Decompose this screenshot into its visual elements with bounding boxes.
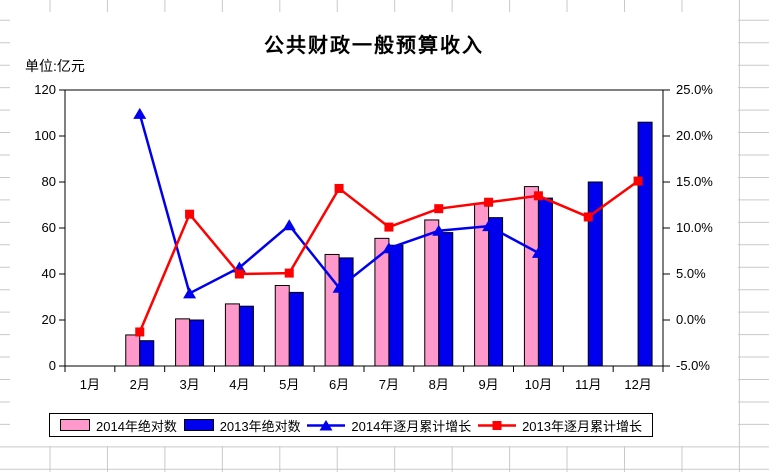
unit-label: 单位:亿元	[25, 58, 85, 74]
legend-item-1[interactable]: 2014年绝对数	[60, 416, 177, 435]
square-marker	[334, 183, 344, 193]
right-axis-tick-label: 5.0%	[676, 266, 706, 281]
x-axis-category-label: 4月	[229, 377, 250, 392]
bars-2013年绝对数	[139, 121, 653, 367]
chart-object[interactable]: 公共财政一般预算收入 单位:亿元 0 20 40 60 80 100 120 -5.0% 0.…	[10, 12, 738, 446]
square-marker	[484, 197, 494, 207]
square-marker	[583, 212, 593, 222]
right-axis-tick-label: -5.0%	[676, 358, 710, 373]
bar	[587, 181, 603, 367]
x-axis-category-label: 9月	[478, 377, 499, 392]
triangle-marker	[282, 219, 296, 231]
plot-frame	[64, 89, 664, 367]
chart-title: 公共财政一般预算收入	[264, 35, 484, 57]
bar	[189, 319, 205, 367]
square-marker	[633, 176, 643, 186]
bar	[175, 318, 191, 367]
left-axis-tick-label: 120	[34, 82, 56, 97]
left-axis-tick-label: 0	[48, 358, 56, 373]
left-axis-tick-label: 60	[41, 220, 56, 235]
bar	[438, 232, 454, 367]
legend-bar-swatch	[183, 419, 214, 431]
left-axis-tick-label: 40	[41, 266, 56, 281]
legend-label: 2014年绝对数	[96, 418, 177, 434]
bar	[274, 285, 290, 367]
triangle-marker	[183, 287, 197, 299]
line-2013年逐月累计增长	[135, 176, 643, 337]
triangle-marker	[531, 246, 545, 258]
legend-label: 2013年逐月累计增长	[522, 418, 642, 434]
square-marker	[234, 269, 244, 279]
legend-item-2[interactable]: 2013年绝对数	[183, 416, 301, 435]
right-axis-tick-label: 10.0%	[676, 220, 713, 235]
bar	[288, 291, 304, 367]
square-marker	[434, 204, 444, 214]
square-marker	[384, 222, 394, 232]
legend-bar-swatch	[60, 419, 90, 431]
bar	[224, 303, 240, 367]
bar	[488, 217, 504, 367]
plot-area	[59, 89, 670, 372]
axis-tick-marks	[59, 89, 670, 372]
right-axis-tick-label: 15.0%	[676, 174, 713, 189]
left-axis-tick-label: 100	[34, 128, 56, 143]
bars-2014年绝对数	[125, 186, 539, 367]
right-axis-tick-label: 20.0%	[676, 128, 713, 143]
square-marker	[284, 268, 294, 278]
triangle-marker	[482, 220, 496, 232]
x-axis-category-label: 12月	[624, 377, 652, 392]
triangle-marker	[332, 281, 346, 293]
square-marker	[185, 209, 195, 219]
triangle-marker	[432, 224, 446, 236]
square-marker	[135, 327, 145, 337]
square-marker	[533, 191, 543, 201]
bar	[537, 197, 553, 367]
x-axis-category-label: 6月	[328, 377, 350, 392]
bar	[238, 305, 254, 367]
x-axis-category-label: 7月	[378, 377, 400, 392]
x-axis-category-label: 10月	[524, 377, 553, 392]
x-axis-category-label: 8月	[428, 377, 449, 392]
x-axis-category-label: 11月	[575, 377, 602, 392]
legend-item-3[interactable]: 2014年逐月累计增长	[307, 416, 471, 435]
bar	[338, 257, 354, 367]
legend-item-4[interactable]: 2013年逐月累计增长	[478, 416, 642, 435]
right-axis-tick-label: 25.0%	[676, 82, 713, 97]
legend-label: 2014年逐月累计增长	[351, 418, 472, 434]
legend[interactable]: 2014年绝对数 2013年绝对数 2014年逐月累计增长 2013年逐月累计增长	[49, 413, 653, 437]
x-axis-category-label: 2月	[129, 377, 150, 392]
bar	[125, 334, 141, 367]
x-axis-category-label: 5月	[279, 377, 300, 392]
triangle-marker	[382, 242, 396, 254]
bar	[637, 121, 653, 367]
bar	[424, 219, 440, 367]
legend-square-marker-swatch	[478, 419, 517, 432]
left-axis-tick-label: 20	[41, 312, 56, 327]
triangle-marker	[133, 107, 147, 119]
bar	[388, 244, 404, 367]
left-axis-tick-label: 80	[41, 174, 56, 189]
right-axis-tick-label: 0.0%	[676, 312, 706, 327]
x-axis-category-label: 1月	[79, 377, 101, 392]
legend-label: 2013年绝对数	[219, 418, 301, 434]
x-axis-category-label: 3月	[179, 377, 200, 392]
bar	[139, 340, 155, 367]
legend-triangle-marker-swatch	[307, 419, 346, 432]
bar	[523, 186, 539, 367]
